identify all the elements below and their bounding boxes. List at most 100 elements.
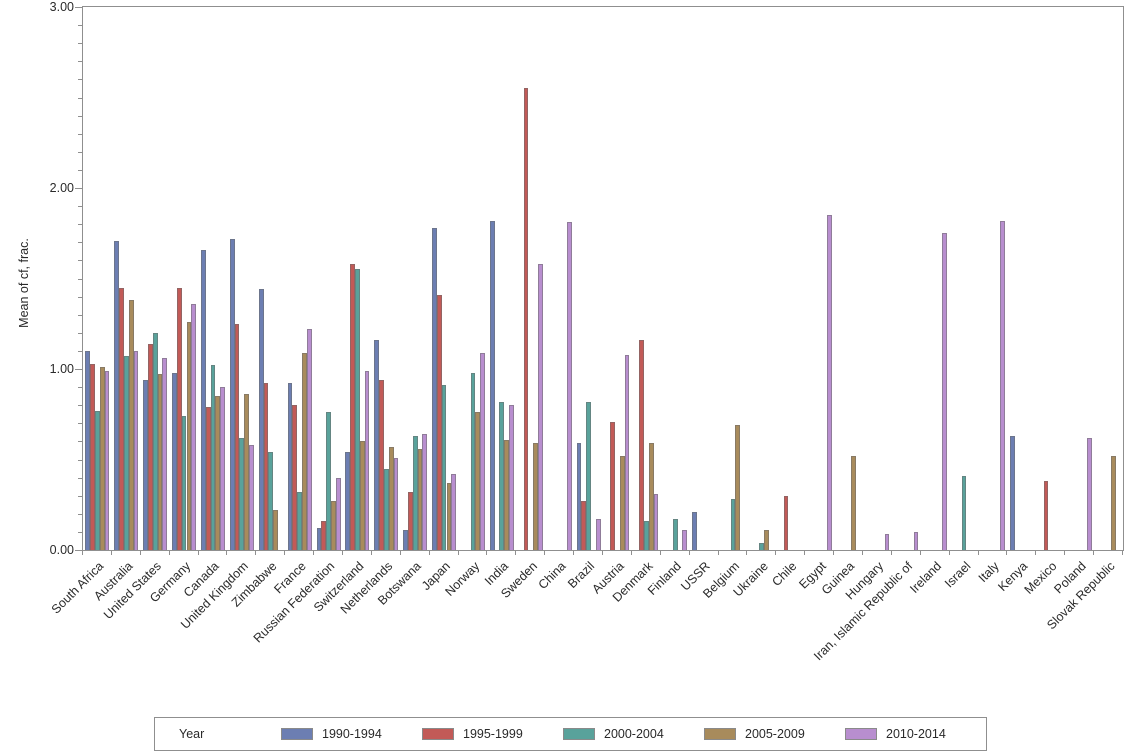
y-minor-tick bbox=[78, 459, 82, 461]
y-tick-label: 3.00 bbox=[49, 0, 74, 14]
bar bbox=[321, 521, 327, 550]
bar-group bbox=[661, 7, 690, 550]
bar bbox=[735, 425, 741, 550]
x-tick bbox=[717, 551, 719, 555]
y-tick-label: 0.00 bbox=[49, 543, 74, 557]
x-tick bbox=[573, 551, 575, 555]
bar bbox=[95, 410, 100, 550]
x-tick bbox=[1035, 551, 1037, 555]
bar bbox=[330, 501, 336, 550]
bar bbox=[249, 445, 254, 550]
x-category-label: Ireland bbox=[907, 559, 945, 596]
bar bbox=[355, 269, 360, 550]
bar-group bbox=[401, 7, 430, 550]
bar bbox=[566, 222, 572, 550]
bar bbox=[610, 421, 616, 550]
bar bbox=[200, 249, 206, 550]
bar-group bbox=[805, 7, 834, 550]
bar-group bbox=[256, 7, 285, 550]
bar bbox=[475, 412, 481, 550]
y-minor-tick bbox=[78, 151, 82, 153]
x-tick bbox=[746, 551, 748, 555]
bar-group bbox=[83, 7, 112, 550]
y-minor-tick bbox=[78, 115, 82, 117]
legend-swatch bbox=[422, 728, 454, 740]
x-tick bbox=[1064, 551, 1066, 555]
x-tick bbox=[457, 551, 459, 555]
bar bbox=[263, 383, 269, 550]
legend-swatch bbox=[845, 728, 877, 740]
y-minor-tick bbox=[78, 531, 82, 533]
bar bbox=[326, 412, 331, 550]
bar-group bbox=[950, 7, 979, 550]
x-tick bbox=[544, 551, 546, 555]
bar bbox=[764, 530, 770, 550]
bar bbox=[436, 294, 442, 550]
bar bbox=[229, 238, 235, 550]
bar bbox=[258, 289, 264, 550]
bar bbox=[408, 492, 413, 550]
y-minor-tick bbox=[78, 350, 82, 352]
y-minor-tick bbox=[78, 314, 82, 316]
bar bbox=[114, 240, 120, 550]
bar bbox=[480, 352, 485, 550]
bar bbox=[913, 531, 919, 550]
x-tick bbox=[284, 551, 286, 555]
bar-group bbox=[199, 7, 228, 550]
bar bbox=[143, 379, 148, 550]
bar-group bbox=[719, 7, 748, 550]
bar bbox=[364, 370, 370, 550]
bar-group bbox=[459, 7, 488, 550]
bar bbox=[345, 452, 351, 550]
bar-group bbox=[227, 7, 256, 550]
y-tick-label: 2.00 bbox=[49, 181, 74, 195]
x-category-label: Mexico bbox=[1021, 559, 1060, 597]
bar-group bbox=[141, 7, 170, 550]
bar bbox=[470, 372, 476, 550]
legend-label: 2010-2014 bbox=[886, 727, 946, 741]
y-tick-label: 1.00 bbox=[49, 362, 74, 376]
y-minor-tick bbox=[78, 206, 82, 208]
bar bbox=[393, 457, 399, 550]
bar bbox=[682, 530, 688, 550]
bar-group bbox=[112, 7, 141, 550]
bar-group bbox=[776, 7, 805, 550]
bar-group bbox=[343, 7, 372, 550]
y-minor-tick bbox=[78, 260, 82, 262]
bar-group bbox=[979, 7, 1008, 550]
bar-group bbox=[747, 7, 776, 550]
bar-group bbox=[632, 7, 661, 550]
x-tick bbox=[197, 551, 199, 555]
bar bbox=[595, 519, 601, 550]
y-minor-tick bbox=[78, 423, 82, 425]
bar bbox=[586, 401, 591, 550]
x-tick bbox=[428, 551, 430, 555]
bar bbox=[104, 370, 110, 550]
bar bbox=[417, 448, 423, 550]
x-tick bbox=[255, 551, 257, 555]
bar bbox=[302, 352, 307, 550]
y-minor-tick bbox=[78, 495, 82, 497]
bar bbox=[287, 383, 293, 550]
x-tick bbox=[313, 551, 315, 555]
bar bbox=[489, 220, 495, 550]
bar-group bbox=[574, 7, 603, 550]
bar-group bbox=[285, 7, 314, 550]
bar bbox=[239, 437, 245, 550]
bar bbox=[1110, 455, 1116, 550]
x-tick bbox=[919, 551, 921, 555]
x-tick bbox=[804, 551, 806, 555]
x-tick bbox=[862, 551, 863, 555]
bar bbox=[1043, 481, 1049, 550]
y-minor-tick bbox=[78, 25, 82, 27]
bar bbox=[388, 446, 394, 550]
bar bbox=[335, 477, 341, 550]
bar bbox=[191, 303, 197, 550]
bar-group bbox=[1007, 7, 1036, 550]
bar bbox=[403, 530, 408, 550]
y-axis-title: Mean of cf, frac. bbox=[17, 238, 31, 328]
bar bbox=[533, 443, 538, 550]
legend-label: 1995-1999 bbox=[463, 727, 523, 741]
bar bbox=[379, 379, 384, 550]
x-tick bbox=[659, 551, 661, 555]
